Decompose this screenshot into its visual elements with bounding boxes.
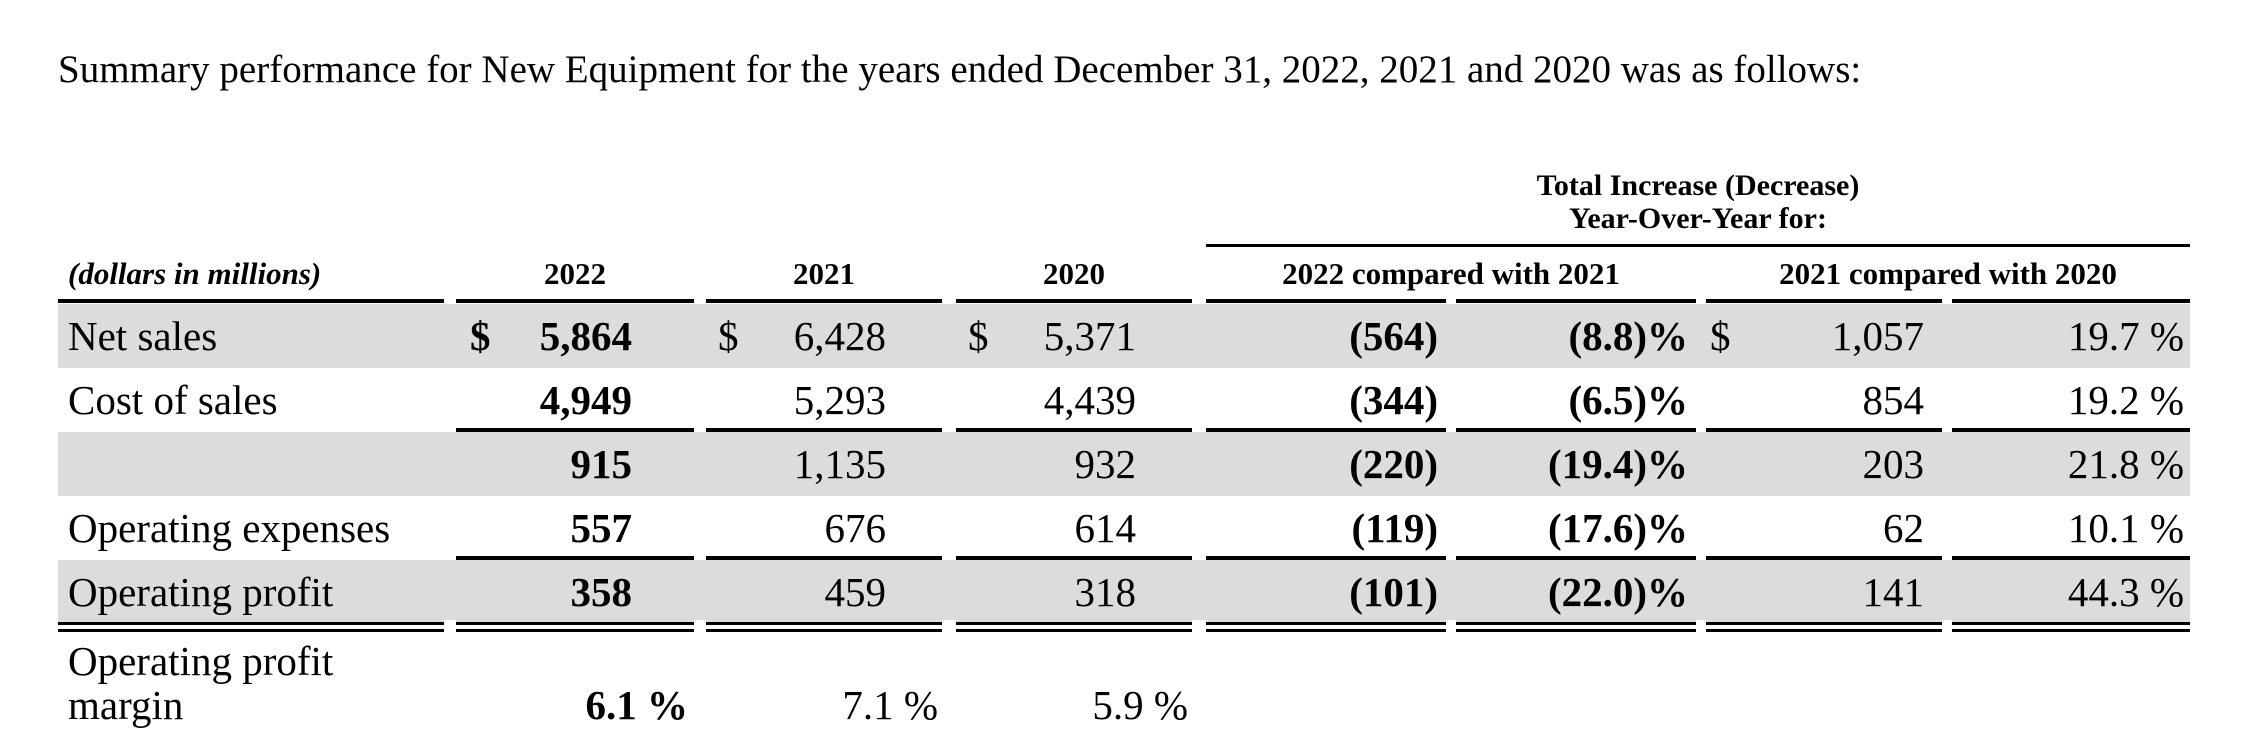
cell-cmp2-amount: 141 [1862,569,1925,615]
cell-cmp2-amount: 62 [1883,505,1924,551]
cell-2022: 5,864 [539,313,632,359]
cell-cmp1-amount: (101) [1349,569,1438,615]
cell-2021: 6,428 [793,313,886,359]
margin-2020: 5.9 % [1092,682,1188,728]
col-header-2021: 2021 [793,256,855,291]
header-rule [1706,299,1942,303]
subtotal-rule [1952,556,2190,560]
subtotal-rule [706,428,942,432]
rule-gap [1192,620,1206,634]
total-double-rule [58,629,2190,632]
span-header-line2: Year-Over-Year for: [1569,202,1827,235]
cell-2021: 459 [824,569,887,615]
subtotal-rule [456,556,694,560]
rule-gap [444,620,456,634]
cell-cmp1-pct: (17.6)% [1547,505,1688,551]
col-header-cmp-2022-2021: 2022 compared with 2021 [1282,256,1620,291]
row-band [58,304,2190,368]
row-band [58,560,2190,624]
header-rule [706,299,942,303]
subtotal-rule [1952,428,2190,432]
cell-cmp2-amount: 1,057 [1831,313,1924,359]
rule-gap [1446,620,1456,634]
cell-cmp1-pct: (8.8)% [1568,313,1688,359]
span-header-rule [1206,244,2190,247]
header-rule [58,299,444,303]
col-header-cmp-2021-2020: 2021 compared with 2020 [1779,256,2117,291]
cell-cmp1-pct: (6.5)% [1568,377,1688,423]
rule-gap [1942,620,1952,634]
margin-label-line1: Operating profit [68,638,334,684]
cell-cmp1-amount: (119) [1351,505,1438,551]
header-rule [456,299,694,303]
subtotal-rule [1456,428,1696,432]
cell-2020: 932 [1074,441,1137,487]
unit-header: (dollars in millions) [68,256,322,291]
cell-2022: 557 [570,505,633,551]
header-rule [1456,299,1696,303]
margin-2021: 7.1 % [842,682,938,728]
cell-cmp1-pct: (19.4)% [1547,441,1688,487]
subtotal-rule [956,556,1192,560]
cell-2020: 318 [1074,569,1137,615]
subtotal-rule [1706,428,1942,432]
margin-label-line2: margin [68,682,184,728]
subtotal-rule [456,428,694,432]
cell-cmp2-pct: 44.3 % [2067,569,2184,615]
subtotal-rule [956,428,1192,432]
cell-2021: 1,135 [793,441,886,487]
col-header-2022: 2022 [544,256,606,291]
cell-cmp2-pct: 10.1 % [2067,505,2184,551]
cell-cmp1-amount: (220) [1349,441,1438,487]
subtotal-rule [1206,428,1446,432]
col-header-2020: 2020 [1043,256,1105,291]
cell-2022: 915 [570,441,633,487]
intro-text: Summary performance for New Equipment fo… [58,48,1862,91]
cell-2020: 4,439 [1043,377,1136,423]
rule-gap [1696,620,1706,634]
row-label: Operating profit [68,569,334,615]
currency-symbol: $ [1710,313,1731,359]
total-double-rule [58,622,2190,625]
cell-2020: 5,371 [1043,313,1136,359]
margin-2022: 6.1 % [585,682,689,728]
currency-symbol: $ [718,313,739,359]
rule-gap [942,620,956,634]
cell-cmp2-pct: 21.8 % [2067,441,2184,487]
header-rule [1952,299,2190,303]
row-label: Cost of sales [68,377,278,423]
span-header-line1: Total Increase (Decrease) [1536,169,1860,202]
cell-cmp2-amount: 203 [1862,441,1925,487]
header-rule [1206,299,1446,303]
subtotal-rule [1206,556,1446,560]
subtotal-rule [1706,556,1942,560]
row-label: Net sales [68,313,218,359]
cell-cmp1-pct: (22.0)% [1547,569,1688,615]
cell-cmp1-amount: (344) [1349,377,1438,423]
subtotal-rule [706,556,942,560]
row-label: Operating expenses [68,505,391,551]
row-band [58,432,2190,496]
cell-cmp2-amount: 854 [1862,377,1925,423]
cell-cmp2-pct: 19.7 % [2067,313,2184,359]
header-rule [956,299,1192,303]
cell-2022: 4,949 [539,377,632,423]
rule-gap [694,620,706,634]
cell-2021: 5,293 [793,377,886,423]
cell-2020: 614 [1074,505,1137,551]
currency-symbol: $ [470,313,491,359]
cell-cmp2-pct: 19.2 % [2067,377,2184,423]
cell-2021: 676 [824,505,887,551]
currency-symbol: $ [968,313,989,359]
subtotal-rule [1456,556,1696,560]
cell-cmp1-amount: (564) [1349,313,1438,359]
cell-2022: 358 [570,569,633,615]
